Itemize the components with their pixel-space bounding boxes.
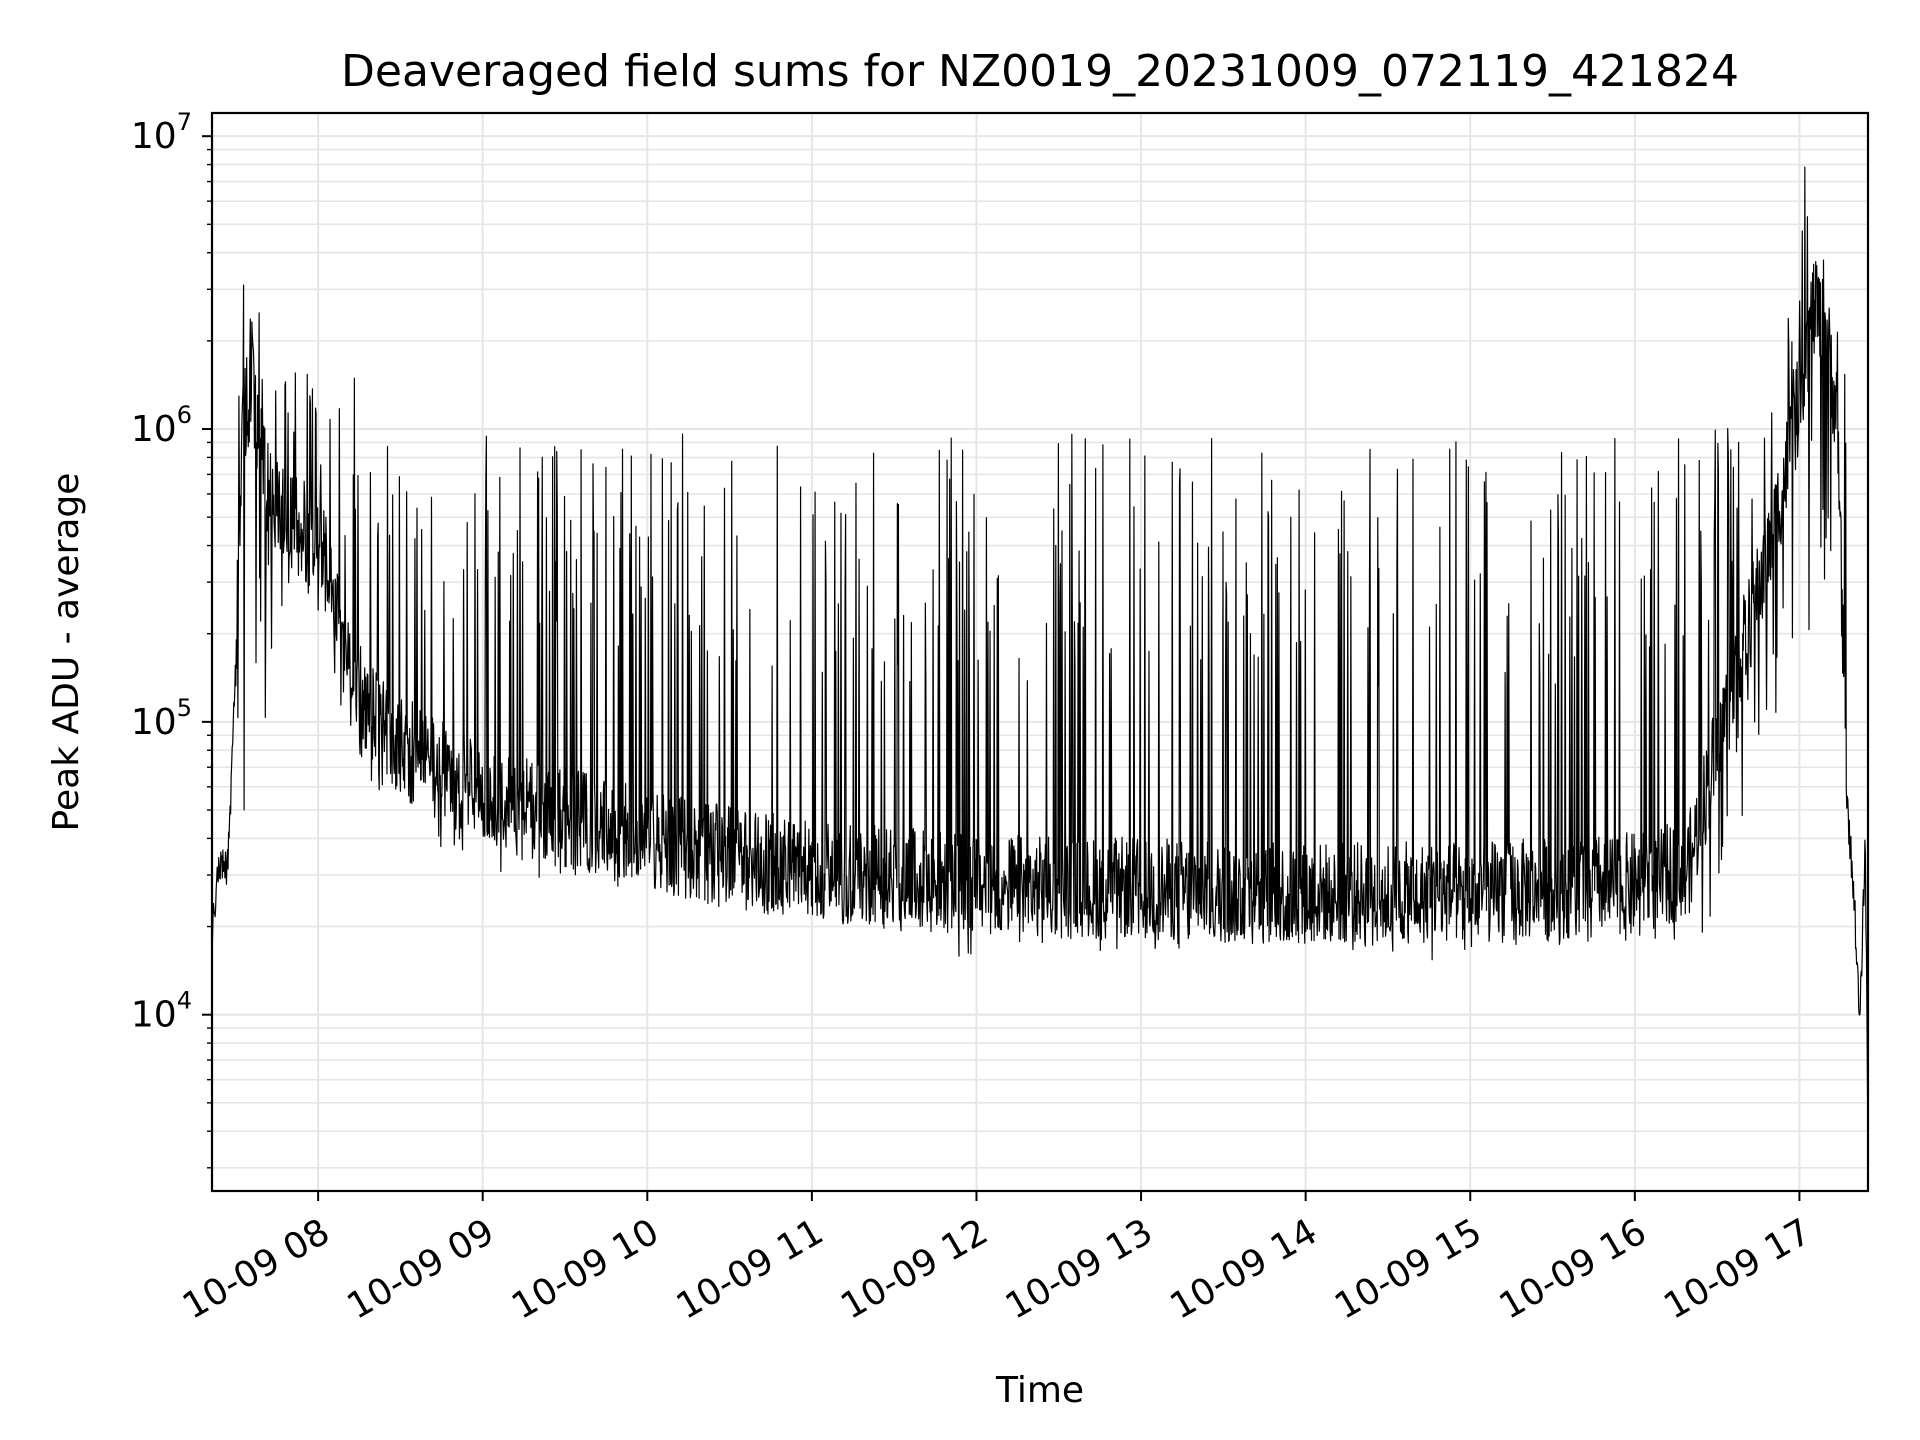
signal-trace <box>211 166 1869 1138</box>
y-tick-label: 107 <box>131 108 192 157</box>
x-tick-label: 10-09 15 <box>1328 1211 1489 1327</box>
x-tick-label: 10-09 12 <box>834 1211 995 1327</box>
x-tick-label: 10-09 08 <box>176 1211 337 1327</box>
data-series <box>211 166 1869 1138</box>
y-tick-label: 106 <box>131 401 192 450</box>
x-tick-label: 10-09 11 <box>670 1211 831 1327</box>
x-tick-label: 10-09 14 <box>1163 1211 1324 1327</box>
x-tick-label: 10-09 13 <box>999 1211 1160 1327</box>
plot-frame <box>210 111 1870 1193</box>
x-tick-label: 10-09 10 <box>505 1211 666 1327</box>
x-tick-label: 10-09 09 <box>341 1211 502 1327</box>
x-tick-label: 10-09 17 <box>1657 1211 1818 1327</box>
x-tick-label: 10-09 16 <box>1493 1211 1654 1327</box>
grid-lines <box>212 113 1868 1191</box>
y-tick-label: 105 <box>131 694 192 743</box>
chart-title: Deaveraged field sums for NZ0019_2023100… <box>341 46 1739 97</box>
y-tick-label: 104 <box>131 987 192 1036</box>
x-axis-label: Time <box>995 1370 1084 1411</box>
y-axis-label: Peak ADU - average <box>46 473 87 832</box>
